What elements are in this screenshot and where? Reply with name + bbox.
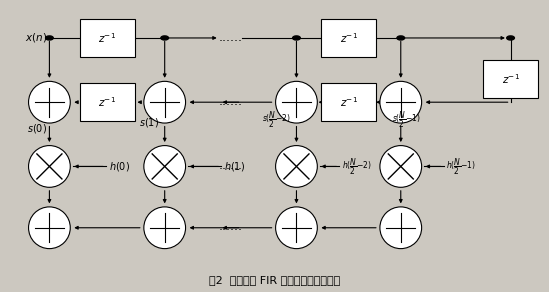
Text: $s(1)$: $s(1)$ <box>139 116 159 129</box>
Bar <box>80 19 135 57</box>
Ellipse shape <box>380 81 422 123</box>
Text: $z^{-1}$: $z^{-1}$ <box>502 72 519 86</box>
Text: ......: ...... <box>219 220 243 233</box>
Text: ......: ...... <box>219 31 243 44</box>
Bar <box>321 83 376 121</box>
Ellipse shape <box>144 81 186 123</box>
Circle shape <box>161 36 169 40</box>
Ellipse shape <box>276 207 317 248</box>
Text: $s(\dfrac{N}{2}{-}1)$: $s(\dfrac{N}{2}{-}1)$ <box>391 110 421 130</box>
Text: ......: ...... <box>219 95 243 108</box>
Text: $x(n)$: $x(n)$ <box>25 32 47 44</box>
Text: $z^{-1}$: $z^{-1}$ <box>340 95 357 109</box>
Text: $s(\dfrac{N}{2}{-}2)$: $s(\dfrac{N}{2}{-}2)$ <box>262 110 291 130</box>
Ellipse shape <box>29 81 70 123</box>
Ellipse shape <box>29 207 70 248</box>
Text: $s(0)$: $s(0)$ <box>27 122 47 135</box>
Ellipse shape <box>380 207 422 248</box>
Text: $h(\dfrac{N}{2}{-}1)$: $h(\dfrac{N}{2}{-}1)$ <box>446 156 477 177</box>
Circle shape <box>46 36 53 40</box>
Text: $h(1)$: $h(1)$ <box>224 160 245 173</box>
Text: 图2  线性相位 FIR 滤波器的优化型结构: 图2 线性相位 FIR 滤波器的优化型结构 <box>209 275 340 285</box>
Ellipse shape <box>380 146 422 187</box>
Text: $h(0)$: $h(0)$ <box>109 160 130 173</box>
Text: $h(\dfrac{N}{2}{-}2)$: $h(\dfrac{N}{2}{-}2)$ <box>342 156 372 177</box>
Bar <box>483 60 538 98</box>
Ellipse shape <box>144 207 186 248</box>
Circle shape <box>293 36 300 40</box>
Circle shape <box>507 36 514 40</box>
Text: ......: ...... <box>219 159 243 172</box>
Bar <box>80 83 135 121</box>
Bar <box>321 19 376 57</box>
Ellipse shape <box>276 81 317 123</box>
Text: $z^{-1}$: $z^{-1}$ <box>98 31 116 45</box>
Text: $z^{-1}$: $z^{-1}$ <box>98 95 116 109</box>
Ellipse shape <box>276 146 317 187</box>
Circle shape <box>397 36 405 40</box>
Ellipse shape <box>29 146 70 187</box>
Ellipse shape <box>144 146 186 187</box>
Text: $z^{-1}$: $z^{-1}$ <box>340 31 357 45</box>
